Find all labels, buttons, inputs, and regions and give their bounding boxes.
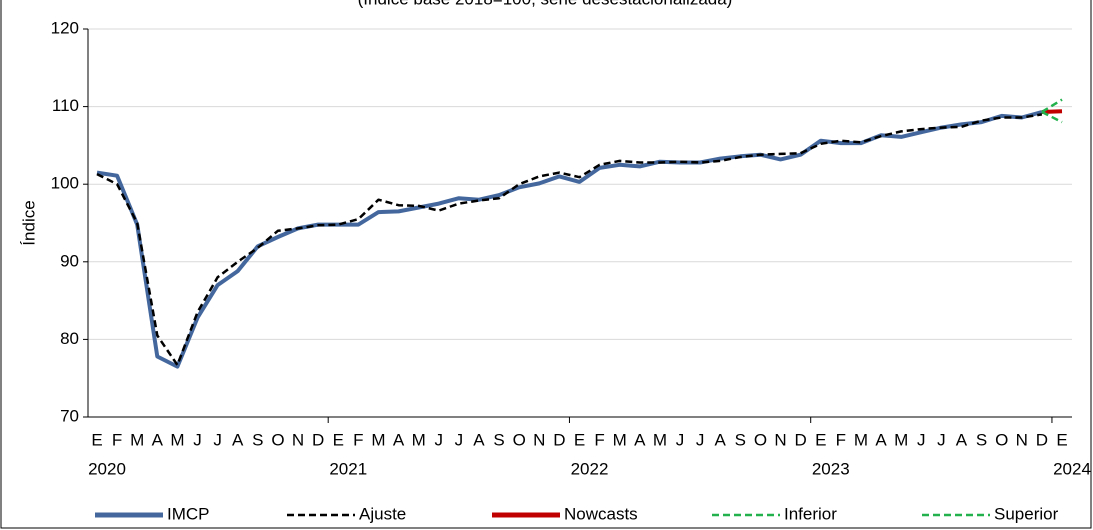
x-tick-label: O xyxy=(271,430,284,449)
x-tick-label: F xyxy=(836,430,846,449)
x-tick-label: O xyxy=(513,430,526,449)
x-tick-label: M xyxy=(894,430,908,449)
x-tick-label: A xyxy=(473,430,485,449)
x-tick-label: J xyxy=(193,430,202,449)
series-line xyxy=(1041,98,1063,114)
series-line xyxy=(1041,110,1063,124)
x-tick-label: S xyxy=(493,430,504,449)
y-tick-label: 90 xyxy=(60,251,79,270)
x-tick-label: D xyxy=(1036,430,1048,449)
y-tick-label: 80 xyxy=(60,329,79,348)
x-tick-label: N xyxy=(774,430,786,449)
x-tick-label: N xyxy=(292,430,304,449)
x-tick-label: M xyxy=(854,430,868,449)
year-label: 2021 xyxy=(329,459,367,478)
year-label: 2022 xyxy=(571,459,609,478)
year-label: 2023 xyxy=(812,459,850,478)
x-tick-label: A xyxy=(152,430,164,449)
x-tick-label: A xyxy=(956,430,968,449)
x-tick-label: F xyxy=(594,430,604,449)
x-tick-label: M xyxy=(412,430,426,449)
x-tick-label: E xyxy=(1056,430,1067,449)
series-line xyxy=(1041,109,1063,114)
x-tick-label: N xyxy=(1016,430,1028,449)
x-tick-label: M xyxy=(130,430,144,449)
chart-subtitle: (Índice base 2018=100, serie desestacion… xyxy=(358,0,733,8)
x-tick-label: J xyxy=(937,430,946,449)
year-label: 2020 xyxy=(88,459,126,478)
x-tick-label: A xyxy=(875,430,887,449)
x-tick-label: N xyxy=(533,430,545,449)
legend-label: Ajuste xyxy=(359,504,406,523)
x-tick-label: E xyxy=(91,430,102,449)
x-tick-label: E xyxy=(333,430,344,449)
x-tick-label: A xyxy=(715,430,727,449)
x-tick-label: A xyxy=(232,430,244,449)
series-line xyxy=(96,110,1043,369)
x-tick-label: J xyxy=(917,430,926,449)
x-tick-label: F xyxy=(353,430,363,449)
x-tick-label: F xyxy=(112,430,122,449)
x-tick-label: O xyxy=(754,430,767,449)
x-tick-label: E xyxy=(815,430,826,449)
x-tick-label: M xyxy=(613,430,627,449)
year-label: 2024 xyxy=(1053,459,1091,478)
x-tick-label: D xyxy=(553,430,565,449)
x-tick-label: A xyxy=(393,430,405,449)
x-tick-label: O xyxy=(995,430,1008,449)
x-tick-label: J xyxy=(676,430,685,449)
y-tick-label: 100 xyxy=(51,174,79,193)
x-tick-label: E xyxy=(574,430,585,449)
x-tick-label: J xyxy=(696,430,705,449)
legend-label: IMCP xyxy=(167,504,210,523)
x-tick-label: D xyxy=(795,430,807,449)
series-line xyxy=(96,113,1043,367)
x-tick-label: M xyxy=(371,430,385,449)
x-tick-label: M xyxy=(170,430,184,449)
legend-label: Nowcasts xyxy=(564,504,638,523)
x-tick-label: S xyxy=(735,430,746,449)
x-tick-label: J xyxy=(455,430,464,449)
x-tick-label: M xyxy=(653,430,667,449)
y-tick-label: 120 xyxy=(51,18,79,37)
x-tick-label: S xyxy=(976,430,987,449)
legend-label: Inferior xyxy=(784,504,837,523)
x-tick-label: J xyxy=(435,430,444,449)
y-tick-label: 70 xyxy=(60,406,79,425)
y-axis-label: Índice xyxy=(19,200,38,245)
x-tick-label: S xyxy=(252,430,263,449)
y-tick-label: 110 xyxy=(52,96,79,115)
x-tick-label: D xyxy=(312,430,324,449)
x-tick-label: A xyxy=(634,430,646,449)
x-tick-label: J xyxy=(213,430,222,449)
legend-label: Superior xyxy=(994,504,1059,523)
